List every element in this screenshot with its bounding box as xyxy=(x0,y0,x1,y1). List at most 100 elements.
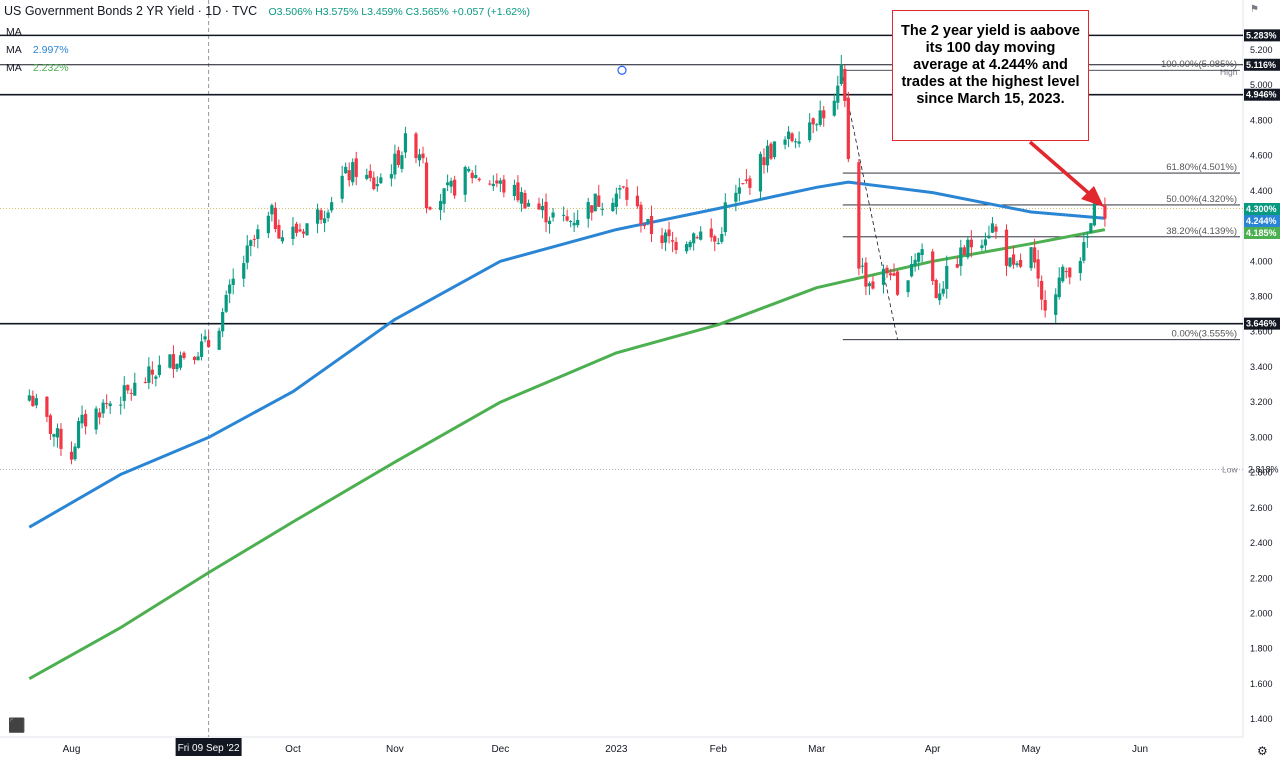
candle xyxy=(713,234,717,252)
candle-body xyxy=(526,202,531,207)
alert-bell-icon[interactable]: ⚑ xyxy=(1250,4,1259,15)
candle xyxy=(980,239,984,251)
candle-body xyxy=(372,177,376,190)
symbol-title[interactable]: US Government Bonds 2 YR Yield · 1D · TV… xyxy=(4,4,258,18)
candle xyxy=(396,146,401,168)
candle-body xyxy=(808,122,812,141)
candle xyxy=(1054,288,1058,324)
candle-body xyxy=(199,341,204,357)
candle xyxy=(129,388,133,401)
candle xyxy=(252,234,256,247)
ma-legend-row-1[interactable]: MA xyxy=(6,26,30,38)
candle-body xyxy=(663,232,668,243)
candle xyxy=(1089,222,1093,234)
y-tick-label: 4.800 xyxy=(1250,115,1273,125)
candle-body xyxy=(98,412,102,418)
candle-body xyxy=(196,356,200,361)
candle xyxy=(1043,290,1047,318)
candle xyxy=(491,175,495,191)
candle-body xyxy=(713,236,717,242)
price-level-badge xyxy=(1244,58,1280,71)
candle xyxy=(365,168,369,181)
candle-body xyxy=(340,175,344,199)
ma-legend-row-3[interactable]: MA 2.232% xyxy=(6,62,69,74)
candle xyxy=(52,433,56,447)
candle-body xyxy=(417,154,422,161)
candle-body xyxy=(910,263,914,277)
candle-body xyxy=(906,280,910,293)
candle-body xyxy=(1043,300,1047,311)
candle xyxy=(593,193,597,212)
x-tick-label: Nov xyxy=(386,744,404,755)
candle-body xyxy=(614,193,618,208)
candle xyxy=(224,290,228,314)
candle-body xyxy=(94,408,98,430)
candle xyxy=(48,413,53,440)
settings-gear-icon[interactable]: ⚙ xyxy=(1257,744,1268,758)
candle xyxy=(498,177,502,193)
ma-label: MA xyxy=(6,26,22,38)
candle-body xyxy=(1078,261,1082,274)
candle xyxy=(737,178,741,202)
x-tick-label: Feb xyxy=(710,744,728,755)
candle-body xyxy=(516,182,520,201)
candle xyxy=(920,243,924,263)
candle-body xyxy=(818,110,822,125)
candle xyxy=(403,126,408,159)
callout-text: The 2 year yield is aabove its 100 day m… xyxy=(901,23,1080,107)
candle xyxy=(280,230,285,244)
candle xyxy=(881,264,886,294)
candle xyxy=(171,345,176,378)
candle xyxy=(372,171,376,191)
candle xyxy=(663,229,668,252)
candle-body xyxy=(723,202,727,233)
candle-body xyxy=(108,403,112,407)
candle-body xyxy=(1040,280,1044,300)
candle xyxy=(962,244,966,256)
candle-body xyxy=(962,247,966,255)
candle xyxy=(207,330,211,348)
candle-body xyxy=(987,235,991,239)
candle xyxy=(590,205,594,221)
candle xyxy=(326,209,330,222)
candle xyxy=(393,144,397,180)
candle xyxy=(221,308,225,337)
candle xyxy=(723,193,727,236)
candle-body xyxy=(221,312,225,332)
candle-body xyxy=(150,369,154,375)
y-tick-label: 2.000 xyxy=(1250,609,1273,619)
candle xyxy=(547,216,552,234)
candle-body xyxy=(815,124,819,126)
candle xyxy=(1018,253,1023,269)
candle-body xyxy=(266,215,270,234)
candle xyxy=(55,423,60,448)
candle-body xyxy=(769,143,773,159)
candle-body xyxy=(424,162,429,209)
candle xyxy=(442,188,446,213)
candle xyxy=(635,186,640,209)
candle xyxy=(347,162,351,187)
candle-body xyxy=(105,403,109,405)
y-tick-label: 3.000 xyxy=(1250,432,1273,442)
candle xyxy=(249,239,253,257)
candle-body xyxy=(319,210,323,220)
ma-legend-row-2[interactable]: MA 2.997% xyxy=(6,44,69,56)
candle-body xyxy=(621,186,625,188)
y-tick-label: 3.800 xyxy=(1250,292,1273,302)
candle xyxy=(196,352,200,361)
candle-body xyxy=(938,293,942,301)
candle xyxy=(428,206,432,211)
candle-body xyxy=(569,221,573,223)
candle-body xyxy=(365,174,369,179)
chart-header: US Government Bonds 2 YR Yield · 1D · TV… xyxy=(4,4,530,18)
candle-body xyxy=(414,133,418,159)
candle xyxy=(667,221,671,244)
candle-body xyxy=(256,229,260,239)
candle xyxy=(108,400,112,414)
ma-label: MA xyxy=(6,44,22,56)
candle-body xyxy=(709,228,713,238)
candle-body xyxy=(523,192,527,209)
candle-body xyxy=(375,184,379,187)
candle xyxy=(1103,197,1107,227)
